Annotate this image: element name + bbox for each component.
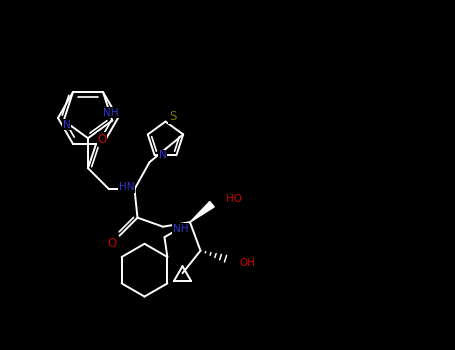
Text: N: N [63, 120, 71, 130]
Text: NH: NH [173, 224, 188, 234]
Polygon shape [190, 202, 214, 222]
Text: OH: OH [239, 258, 256, 268]
Text: O: O [97, 133, 106, 146]
Text: N: N [159, 150, 167, 160]
Text: NH: NH [102, 107, 118, 118]
Text: HN: HN [119, 182, 135, 192]
Text: O: O [107, 237, 116, 250]
Text: S: S [169, 110, 176, 123]
Text: HO: HO [226, 194, 242, 204]
